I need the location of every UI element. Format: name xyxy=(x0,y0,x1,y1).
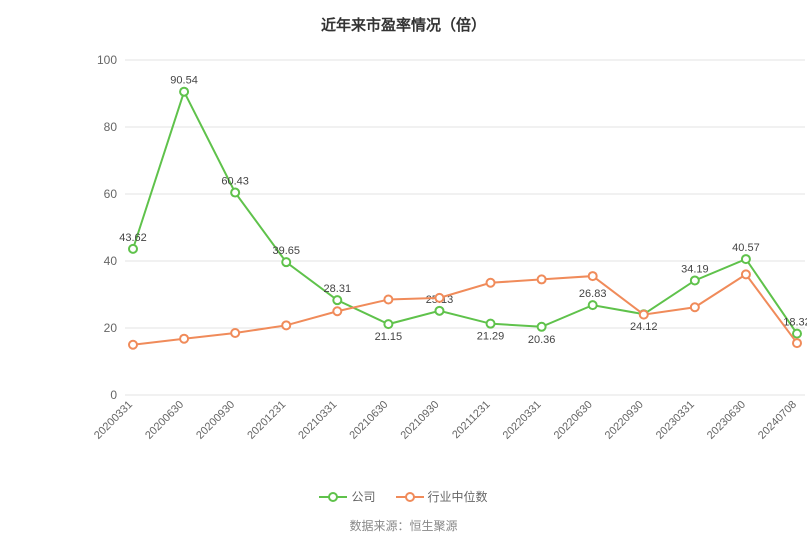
series-marker xyxy=(691,276,699,284)
x-tick-label: 20201231 xyxy=(245,399,288,442)
data-label: 26.83 xyxy=(579,288,607,300)
data-label: 21.15 xyxy=(375,331,403,343)
series-marker xyxy=(742,255,750,263)
x-tick-label: 20200630 xyxy=(143,399,186,442)
y-tick-label: 0 xyxy=(110,388,117,402)
series-marker xyxy=(640,311,648,319)
legend-marker xyxy=(319,491,347,503)
series-marker xyxy=(589,272,597,280)
series-marker xyxy=(180,335,188,343)
series-marker xyxy=(538,323,546,331)
data-label: 24.12 xyxy=(630,321,658,333)
data-label: 34.19 xyxy=(681,263,709,275)
series-marker xyxy=(691,303,699,311)
series-marker xyxy=(487,279,495,287)
x-tick-label: 20200930 xyxy=(194,399,237,442)
series-marker xyxy=(333,296,341,304)
series-marker xyxy=(793,339,801,347)
data-label: 60.43 xyxy=(221,176,249,188)
series-marker xyxy=(538,275,546,283)
x-tick-label: 20220331 xyxy=(501,399,544,442)
data-label: 40.57 xyxy=(732,242,760,254)
series-marker xyxy=(333,307,341,315)
x-tick-label: 20211231 xyxy=(450,399,493,442)
series-marker xyxy=(435,294,443,302)
x-tick-label: 20230630 xyxy=(705,399,748,442)
x-tick-label: 20200331 xyxy=(92,399,135,442)
data-label: 90.54 xyxy=(170,75,198,87)
data-label: 18.32 xyxy=(783,317,807,329)
series-marker xyxy=(435,307,443,315)
x-tick-label: 20220630 xyxy=(552,399,595,442)
series-marker xyxy=(282,258,290,266)
data-label: 20.36 xyxy=(528,334,556,346)
legend: 公司 行业中位数 xyxy=(0,488,807,506)
data-label: 39.65 xyxy=(272,245,300,257)
series-marker xyxy=(129,245,137,253)
legend-item: 公司 xyxy=(319,488,375,505)
data-label: 28.31 xyxy=(324,283,352,295)
legend-label: 公司 xyxy=(351,488,375,505)
series-marker xyxy=(129,341,137,349)
series-marker xyxy=(384,296,392,304)
x-tick-label: 20210930 xyxy=(398,399,441,442)
x-tick-label: 20240708 xyxy=(756,399,799,442)
chart-title: 近年来市盈率情况（倍） xyxy=(0,0,807,35)
series-marker xyxy=(180,88,188,96)
x-tick-label: 20220930 xyxy=(603,399,646,442)
y-tick-label: 20 xyxy=(104,321,118,335)
series-line xyxy=(133,92,797,334)
series-marker xyxy=(231,329,239,337)
series-marker xyxy=(742,270,750,278)
y-tick-label: 60 xyxy=(104,187,118,201)
pe-ratio-chart: 近年来市盈率情况（倍） 0 20 40 60 80 100 2020033120200630… xyxy=(0,0,807,546)
chart-svg: 0 20 40 60 80 100 2020033120200630202009302020… xyxy=(95,50,807,475)
plot-area: 0204060801002020033120200630202009302020… xyxy=(95,50,775,385)
y-tick-label: 40 xyxy=(104,254,118,268)
series-marker xyxy=(487,320,495,328)
series-marker xyxy=(793,330,801,338)
legend-item: 行业中位数 xyxy=(396,488,488,505)
series-marker xyxy=(282,321,290,329)
data-label: 21.29 xyxy=(477,331,505,343)
series-marker xyxy=(231,189,239,197)
legend-label: 行业中位数 xyxy=(428,488,488,505)
y-tick-label: 80 xyxy=(104,120,118,134)
data-label: 43.62 xyxy=(119,232,147,244)
x-tick-label: 20210331 xyxy=(296,399,339,442)
source-text: 数据来源：恒生聚源 xyxy=(0,517,807,534)
x-tick-label: 20210630 xyxy=(347,399,390,442)
x-tick-label: 20230331 xyxy=(654,399,697,442)
legend-marker xyxy=(396,491,424,503)
y-tick-label: 100 xyxy=(97,53,117,67)
series-marker xyxy=(384,320,392,328)
series-marker xyxy=(589,301,597,309)
